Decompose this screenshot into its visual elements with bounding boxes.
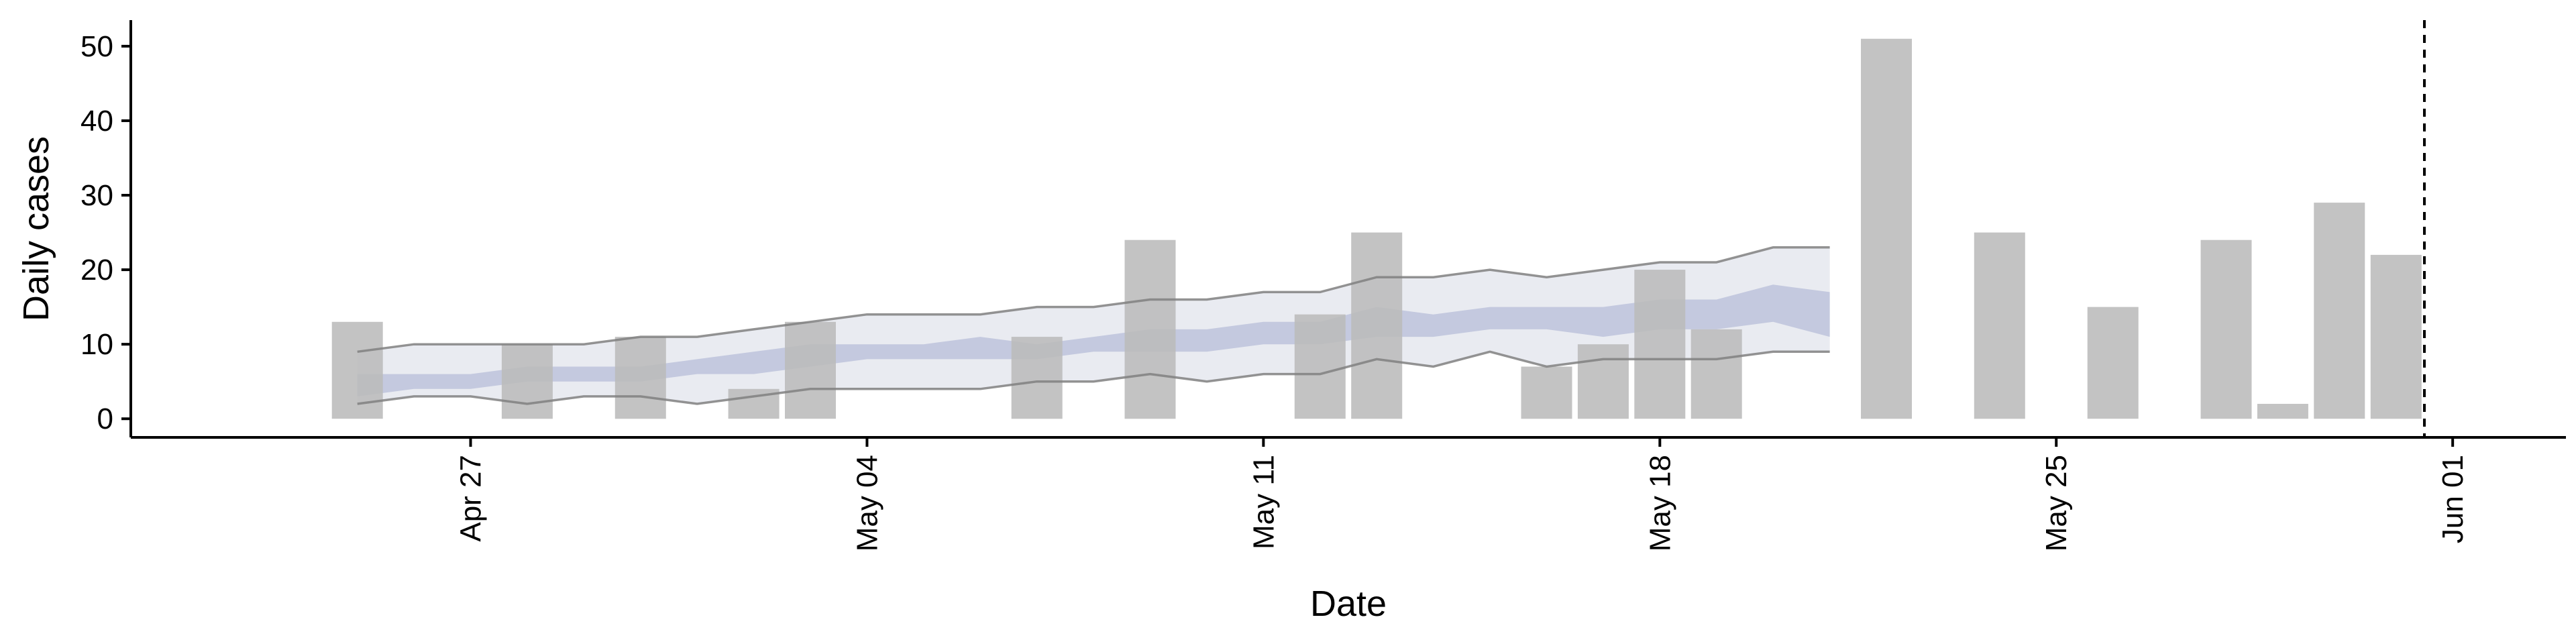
x-tick-label: May 25 xyxy=(2040,455,2073,551)
x-tick-label: May 11 xyxy=(1247,455,1280,549)
x-axis-ticks: Apr 27 May 04 May 11 May 18 May 25 Jun 01 xyxy=(455,437,2469,551)
case-bar xyxy=(2314,203,2365,419)
estimate-upper-line xyxy=(357,246,1830,354)
case-bar xyxy=(1634,270,1686,419)
y-axis-title: Daily cases xyxy=(16,136,56,321)
y-tick-label: 30 xyxy=(80,179,113,212)
y-axis-ticks: 0 10 20 30 40 50 xyxy=(80,30,131,435)
x-tick-label: May 04 xyxy=(851,455,883,551)
y-tick-label: 10 xyxy=(80,328,113,361)
case-bar xyxy=(501,344,553,419)
case-bar xyxy=(331,321,383,419)
y-tick-label: 0 xyxy=(97,402,113,435)
case-bar xyxy=(1294,314,1346,419)
case-bar xyxy=(2200,239,2252,419)
case-bar xyxy=(1577,344,1629,419)
case-bar xyxy=(2257,404,2308,419)
case-bar xyxy=(785,321,836,419)
x-tick-label: May 18 xyxy=(1644,455,1676,551)
y-tick-label: 40 xyxy=(80,105,113,138)
case-bar xyxy=(1861,38,1912,419)
y-tick-label: 50 xyxy=(80,30,113,63)
x-tick-label: Jun 01 xyxy=(2436,455,2469,543)
case-bar xyxy=(2087,307,2139,419)
y-tick-label: 20 xyxy=(80,254,113,286)
case-bar xyxy=(1351,232,1403,419)
plot-area xyxy=(331,20,2426,437)
estimate-inner-band xyxy=(357,284,1830,396)
x-tick-label: Apr 27 xyxy=(455,455,488,542)
case-bar xyxy=(1011,337,1063,419)
x-axis-title: Date xyxy=(1310,584,1387,624)
case-bar xyxy=(1690,329,1742,419)
case-bar xyxy=(1521,366,1572,419)
axes: Apr 27 May 04 May 11 May 18 May 25 Jun 01 0 10… xyxy=(16,20,2566,624)
estimate-lower-line xyxy=(357,350,1830,405)
case-bar xyxy=(2370,254,2422,419)
case-bar xyxy=(1974,232,2025,419)
case-bar xyxy=(614,337,666,419)
case-bar xyxy=(1124,239,1176,419)
